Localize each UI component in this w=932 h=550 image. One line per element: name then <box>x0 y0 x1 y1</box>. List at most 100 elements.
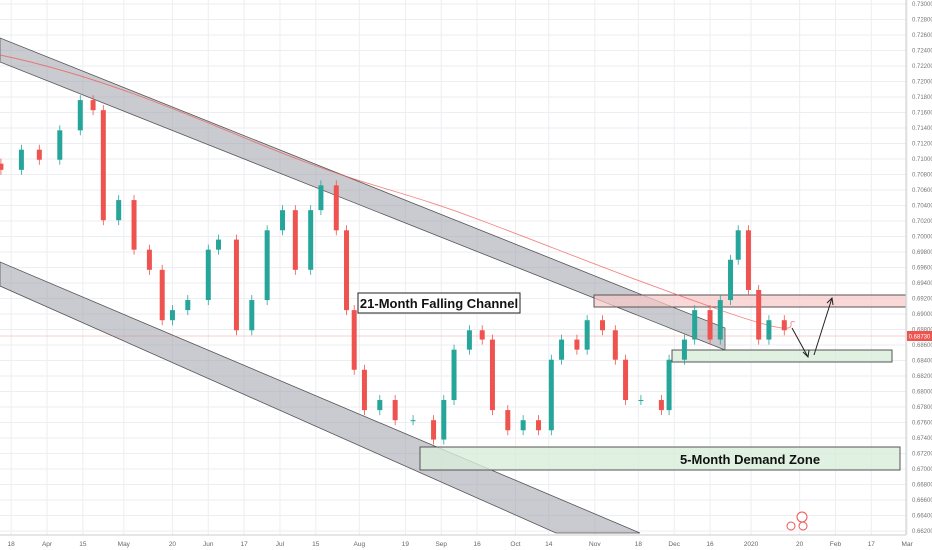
y-tick-label: 0.67800 <box>912 405 932 411</box>
candle[interactable] <box>100 110 106 221</box>
candle[interactable] <box>216 239 222 250</box>
x-tick-label: 16 <box>473 541 481 548</box>
y-tick-label: 0.70800 <box>912 173 932 179</box>
x-tick-label: Dec <box>668 541 680 548</box>
candle[interactable] <box>308 210 314 270</box>
event-icon <box>798 521 808 531</box>
candle[interactable] <box>717 300 723 340</box>
candle[interactable] <box>692 310 698 340</box>
y-tick-label: 0.66800 <box>912 483 932 489</box>
candle[interactable] <box>658 400 664 411</box>
y-tick-label: 0.70600 <box>912 188 932 194</box>
candle[interactable] <box>548 359 554 431</box>
candle[interactable] <box>520 420 526 431</box>
candle[interactable] <box>638 400 644 402</box>
candle[interactable] <box>612 330 618 360</box>
candle[interactable] <box>292 210 298 270</box>
y-tick-label: 0.70400 <box>912 204 932 210</box>
candle[interactable] <box>205 249 211 301</box>
candle[interactable] <box>728 259 734 301</box>
candle[interactable] <box>264 230 270 301</box>
candle[interactable] <box>441 400 447 440</box>
y-tick-label: 0.69600 <box>912 266 932 272</box>
candle[interactable] <box>351 310 357 370</box>
x-tick-label: Nov <box>589 541 601 548</box>
candle[interactable] <box>489 339 495 411</box>
candle[interactable] <box>159 269 165 321</box>
candle[interactable] <box>451 349 457 401</box>
candle[interactable] <box>392 400 398 421</box>
y-tick-label: 0.72200 <box>912 64 932 70</box>
candle[interactable] <box>410 420 416 422</box>
candle[interactable] <box>559 339 565 360</box>
x-tick-label: Oct <box>510 541 520 548</box>
y-tick-label: 0.68000 <box>912 390 932 396</box>
candle[interactable] <box>681 339 687 360</box>
time-axis[interactable]: 18 Apr 15 May 20 Jun 17 Jul 15 Aug 19 Sep 16 Oct 14 Nov… <box>8 541 914 548</box>
projection-arrows[interactable] <box>791 296 834 359</box>
candle[interactable] <box>318 185 324 211</box>
event-icon <box>786 521 796 531</box>
x-tick-label: 2020 <box>744 541 759 548</box>
support-zone[interactable] <box>671 349 893 363</box>
candle[interactable] <box>361 369 367 411</box>
candle[interactable] <box>479 330 485 340</box>
candle[interactable] <box>185 300 191 311</box>
candle[interactable] <box>666 359 672 411</box>
candles <box>0 95 787 445</box>
candle[interactable] <box>745 230 751 290</box>
candle[interactable] <box>18 149 24 170</box>
y-tick-label: 0.73000 <box>912 2 932 8</box>
y-tick-label: 0.67600 <box>912 421 932 427</box>
candle[interactable] <box>57 130 63 160</box>
candle[interactable] <box>36 149 42 160</box>
candle[interactable] <box>280 210 286 231</box>
lower-channel-band[interactable] <box>0 261 641 534</box>
candle[interactable] <box>600 320 606 331</box>
price-axis[interactable]: 0.73000 0.72800 0.72600 0.72400 0.72200 0.720… <box>912 2 932 535</box>
y-tick-label: 0.68600 <box>912 343 932 349</box>
candle[interactable] <box>90 100 96 111</box>
channel-label-box[interactable]: 21-Month Falling Channel <box>357 292 521 314</box>
candle[interactable] <box>735 230 741 260</box>
candle[interactable] <box>707 310 713 340</box>
candle[interactable] <box>466 330 472 350</box>
y-tick-label: 0.66400 <box>912 514 932 520</box>
candle[interactable] <box>116 200 122 221</box>
x-tick-label: 15 <box>79 541 87 548</box>
y-tick-label: 0.71000 <box>912 157 932 163</box>
x-tick-label: May <box>118 541 131 548</box>
candle[interactable] <box>0 163 4 170</box>
candle[interactable] <box>781 320 787 331</box>
candle[interactable] <box>77 100 83 131</box>
candle[interactable] <box>169 310 175 321</box>
candle[interactable] <box>431 420 437 440</box>
candle[interactable] <box>536 420 542 431</box>
x-tick-label: 17 <box>868 541 876 548</box>
y-tick-label: 0.69200 <box>912 297 932 303</box>
y-tick-label: 0.68400 <box>912 359 932 365</box>
candle[interactable] <box>131 200 137 250</box>
candle[interactable] <box>584 320 590 350</box>
candle[interactable] <box>505 410 511 431</box>
candle[interactable] <box>756 289 762 340</box>
candle[interactable] <box>333 185 339 231</box>
candle[interactable] <box>766 320 772 340</box>
event-icons[interactable] <box>786 511 808 531</box>
y-tick-label: 0.70200 <box>912 219 932 225</box>
candle[interactable] <box>344 230 350 311</box>
candle[interactable] <box>377 400 383 411</box>
candle[interactable] <box>233 239 239 331</box>
candle[interactable] <box>146 249 152 270</box>
y-tick-label: 0.69000 <box>912 312 932 318</box>
y-tick-label: 0.72000 <box>912 80 932 86</box>
resistance-zone[interactable] <box>593 294 907 308</box>
candle[interactable] <box>574 339 580 350</box>
y-tick-label: 0.69800 <box>912 250 932 256</box>
last-price-label: 0.68730 <box>909 335 931 341</box>
y-tick-label: 0.67200 <box>912 452 932 458</box>
candle[interactable] <box>249 300 255 331</box>
demand-zone[interactable] <box>419 446 901 471</box>
candle[interactable] <box>623 359 629 401</box>
